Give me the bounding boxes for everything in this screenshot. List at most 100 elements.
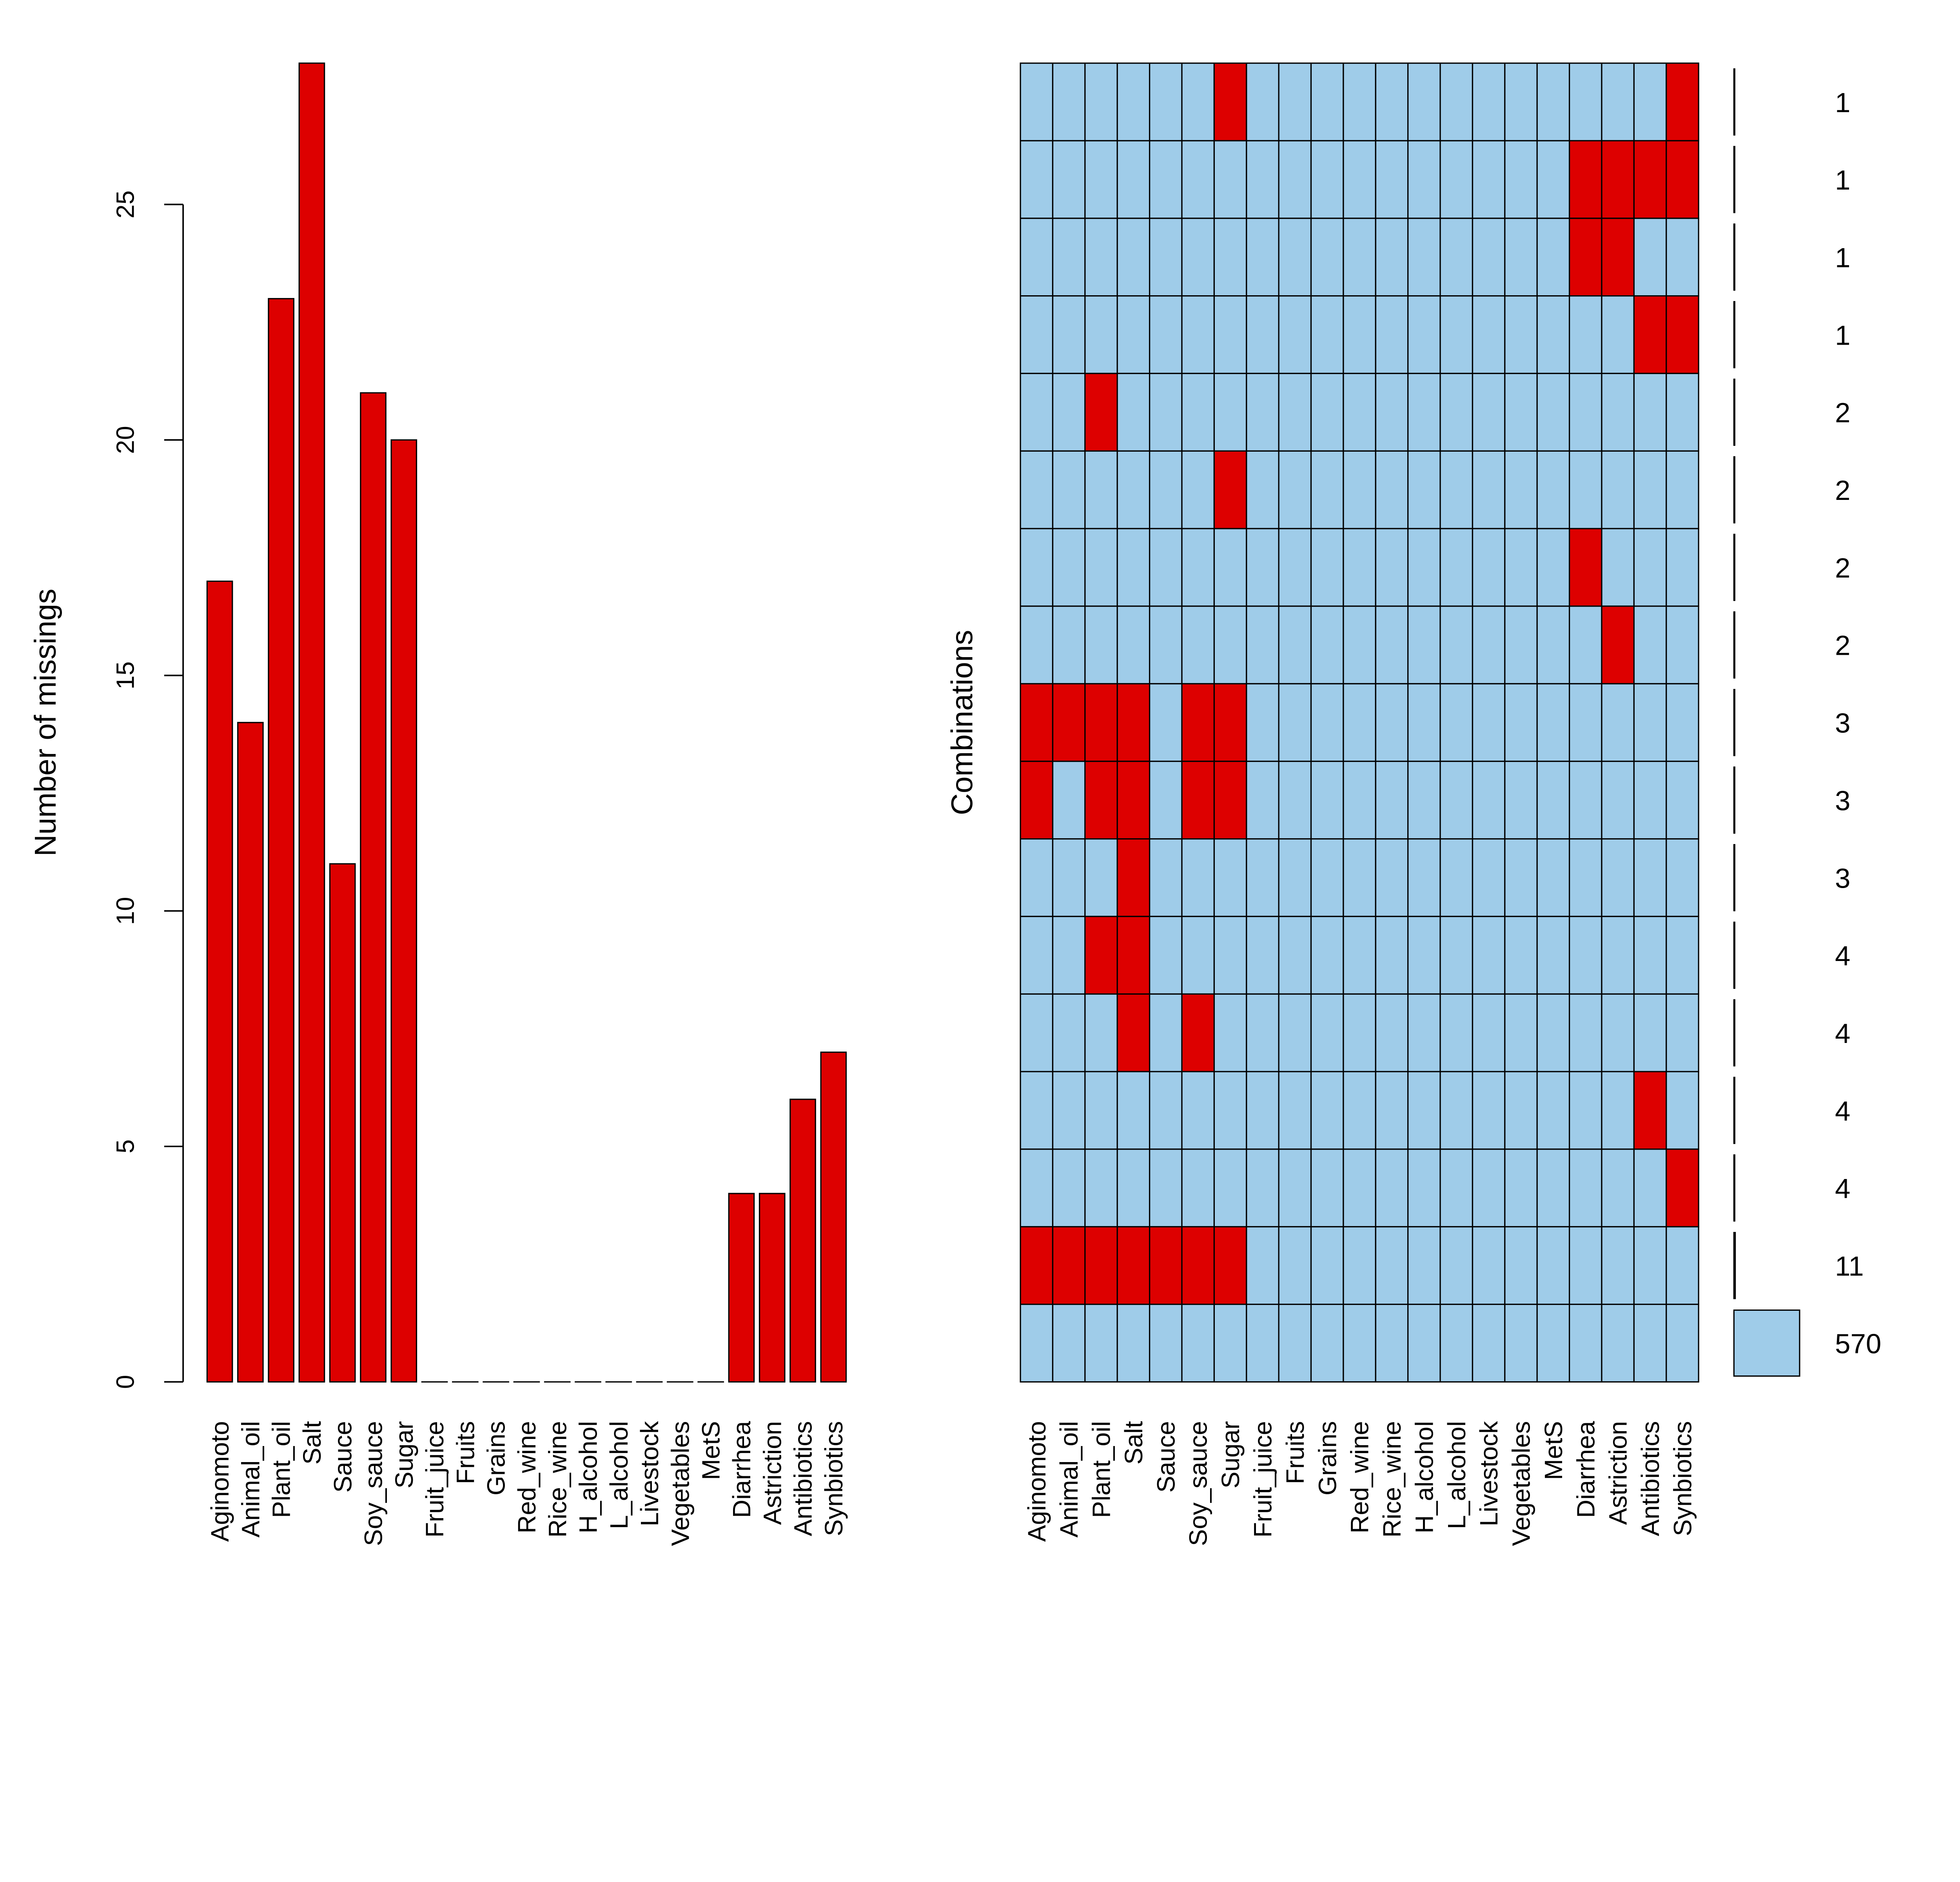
cell-observed <box>1278 993 1312 1072</box>
cell-missing <box>1568 528 1602 607</box>
cell-observed <box>1536 1226 1570 1305</box>
cell-observed <box>1181 838 1215 917</box>
cell-observed <box>1536 140 1570 219</box>
cell-observed <box>1116 1148 1151 1228</box>
cell-observed <box>1536 1071 1570 1150</box>
x-tick-label: Fruits <box>451 1421 479 1484</box>
combination-count-label: 1 <box>1835 87 1850 118</box>
cell-observed <box>1246 528 1279 607</box>
cell-observed <box>1246 1304 1279 1383</box>
cell-observed <box>1504 1148 1538 1228</box>
cell-observed <box>1181 1071 1215 1150</box>
cell-observed <box>1181 140 1215 219</box>
cell-observed <box>1181 528 1215 607</box>
cell-observed <box>1375 1148 1409 1228</box>
cell-observed <box>1407 916 1441 995</box>
x-tick-label: Diarrhea <box>1572 1421 1600 1518</box>
cell-observed <box>1278 1071 1312 1150</box>
cell-missing <box>1213 761 1247 840</box>
cell-observed <box>1439 140 1474 219</box>
x-tick-label: Diarrhea <box>728 1421 756 1518</box>
cell-observed <box>1407 295 1441 374</box>
cell-observed <box>1536 528 1570 607</box>
cell-observed <box>1439 916 1474 995</box>
cell-observed <box>1536 1148 1570 1228</box>
cell-observed <box>1536 605 1570 685</box>
cell-observed <box>1536 1304 1570 1383</box>
cell-observed <box>1246 761 1279 840</box>
cell-missing <box>1052 683 1086 762</box>
cell-observed <box>1633 450 1667 529</box>
cell-observed <box>1601 683 1635 762</box>
cell-observed <box>1213 528 1247 607</box>
cell-observed <box>1149 140 1183 219</box>
cell-missing <box>1052 1226 1086 1305</box>
cell-observed <box>1633 218 1667 297</box>
cell-observed <box>1375 1304 1409 1383</box>
combination-count-bar <box>1733 1309 1800 1377</box>
cell-observed <box>1407 1071 1441 1150</box>
cell-observed <box>1149 605 1183 685</box>
cell-observed <box>1343 916 1376 995</box>
cell-observed <box>1310 450 1344 529</box>
y-axis-label-missings: Number of missings <box>29 589 62 856</box>
cell-observed <box>1149 295 1183 374</box>
cell-observed <box>1149 916 1183 995</box>
y-tick-label: 0 <box>111 1375 139 1389</box>
cell-observed <box>1666 761 1699 840</box>
cell-missing <box>1084 372 1118 452</box>
cell-observed <box>1601 916 1635 995</box>
cell-observed <box>1568 605 1602 685</box>
combination-count-bar <box>1733 844 1735 912</box>
combination-count-label: 1 <box>1835 165 1850 196</box>
bar-astriction <box>759 1193 786 1383</box>
cell-observed <box>1246 1226 1279 1305</box>
cell-missing <box>1633 295 1667 374</box>
x-tick-label: Vegetables <box>1507 1421 1535 1546</box>
cell-missing <box>1213 62 1247 142</box>
x-tick-label: Livestock <box>635 1421 664 1526</box>
cell-observed <box>1084 605 1118 685</box>
cell-observed <box>1472 450 1506 529</box>
combination-count-label: 2 <box>1835 475 1850 506</box>
cell-observed <box>1149 528 1183 607</box>
cell-observed <box>1310 295 1344 374</box>
x-tick-label: Astriction <box>758 1421 786 1525</box>
cell-observed <box>1407 528 1441 607</box>
cell-observed <box>1213 916 1247 995</box>
cell-observed <box>1439 683 1474 762</box>
cell-observed <box>1181 605 1215 685</box>
cell-missing <box>1633 1071 1667 1150</box>
cell-observed <box>1601 372 1635 452</box>
cell-observed <box>1116 140 1151 219</box>
combination-count-label: 570 <box>1835 1328 1881 1359</box>
combination-count-label: 4 <box>1835 1096 1850 1127</box>
y-tick-label: 25 <box>111 191 139 219</box>
cell-observed <box>1213 993 1247 1072</box>
cell-observed <box>1020 372 1054 452</box>
cell-observed <box>1116 1071 1151 1150</box>
cell-observed <box>1278 761 1312 840</box>
cell-missing <box>1020 1226 1054 1305</box>
cell-observed <box>1052 1304 1086 1383</box>
cell-observed <box>1472 218 1506 297</box>
cell-observed <box>1504 1226 1538 1305</box>
cell-observed <box>1439 993 1474 1072</box>
cell-observed <box>1601 450 1635 529</box>
bar-sugar <box>390 439 417 1383</box>
cell-observed <box>1568 761 1602 840</box>
x-tick-label: Rice_wine <box>543 1421 572 1537</box>
combination-count-bar <box>1733 378 1735 446</box>
cell-missing <box>1601 218 1635 297</box>
cell-observed <box>1020 1148 1054 1228</box>
x-tick-label: Sauce <box>1152 1421 1180 1493</box>
cell-missing <box>1568 218 1602 297</box>
cell-observed <box>1310 528 1344 607</box>
cell-observed <box>1375 62 1409 142</box>
cell-observed <box>1116 372 1151 452</box>
cell-observed <box>1149 1148 1183 1228</box>
x-tick-label: Sugar <box>1216 1421 1245 1488</box>
bar-salt <box>298 62 325 1383</box>
